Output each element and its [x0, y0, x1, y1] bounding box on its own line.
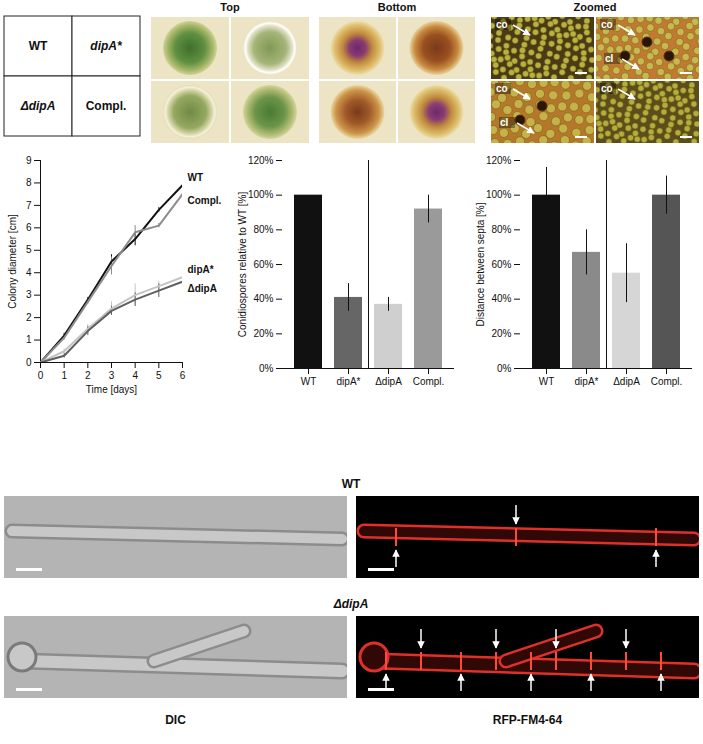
svg-text:6: 6: [26, 222, 32, 233]
svg-text:co: co: [496, 19, 508, 30]
svg-text:WT: WT: [539, 376, 555, 387]
svg-text:ΔdipA: ΔdipA: [188, 283, 217, 294]
svg-text:co: co: [601, 19, 613, 30]
svg-text:9: 9: [26, 155, 32, 166]
svg-text:co: co: [601, 83, 613, 94]
svg-text:40%: 40%: [491, 293, 511, 304]
svg-text:2: 2: [26, 312, 32, 323]
svg-text:2: 2: [85, 370, 91, 381]
svg-text:dipA*: dipA*: [337, 376, 361, 387]
svg-text:Zoomed: Zoomed: [574, 1, 617, 13]
svg-text:4: 4: [132, 370, 138, 381]
svg-text:0: 0: [26, 357, 32, 368]
svg-text:40%: 40%: [253, 293, 273, 304]
svg-text:Distance between septa [%]: Distance between septa [%]: [475, 202, 486, 326]
svg-text:dipA*: dipA*: [90, 39, 123, 53]
svg-text:dipA*: dipA*: [575, 376, 599, 387]
svg-text:co: co: [496, 83, 508, 94]
svg-text:RFP-FM4-64: RFP-FM4-64: [493, 713, 563, 727]
svg-text:Time [days]: Time [days]: [86, 384, 138, 395]
svg-text:80%: 80%: [491, 224, 511, 235]
svg-text:0%: 0%: [259, 363, 274, 374]
svg-text:20%: 20%: [253, 328, 273, 339]
svg-text:ΔdipA: ΔdipA: [333, 597, 369, 611]
svg-text:ΔdipA: ΔdipA: [375, 376, 402, 387]
svg-text:7: 7: [26, 200, 32, 211]
svg-text:0%: 0%: [497, 363, 512, 374]
svg-text:Compl.: Compl.: [413, 376, 445, 387]
svg-text:5: 5: [156, 370, 162, 381]
svg-text:WT: WT: [29, 39, 48, 53]
svg-text:120%: 120%: [486, 155, 512, 166]
svg-text:4: 4: [26, 267, 32, 278]
svg-text:cl: cl: [605, 53, 614, 64]
svg-text:3: 3: [26, 289, 32, 300]
svg-text:100%: 100%: [248, 189, 274, 200]
svg-text:20%: 20%: [491, 328, 511, 339]
svg-text:WT: WT: [188, 172, 204, 183]
svg-text:Conidiospores relative to WT [: Conidiospores relative to WT [%]: [237, 192, 248, 338]
svg-text:WT: WT: [342, 477, 361, 491]
svg-text:Top: Top: [220, 1, 240, 13]
svg-text:cl: cl: [500, 117, 509, 128]
svg-text:100%: 100%: [486, 189, 512, 200]
svg-text:5: 5: [26, 244, 32, 255]
svg-text:ΔdipA: ΔdipA: [20, 99, 56, 113]
svg-text:1: 1: [61, 370, 67, 381]
svg-text:Compl.: Compl.: [188, 195, 222, 206]
svg-text:1: 1: [26, 334, 32, 345]
svg-text:Bottom: Bottom: [378, 1, 417, 13]
svg-text:0: 0: [38, 370, 44, 381]
svg-text:WT: WT: [301, 376, 317, 387]
svg-text:DIC: DIC: [165, 713, 186, 727]
svg-text:60%: 60%: [253, 259, 273, 270]
svg-text:120%: 120%: [248, 155, 274, 166]
svg-text:dipA*: dipA*: [188, 264, 214, 275]
svg-text:Compl.: Compl.: [86, 99, 127, 113]
svg-text:3: 3: [109, 370, 115, 381]
svg-text:8: 8: [26, 177, 32, 188]
svg-text:80%: 80%: [253, 224, 273, 235]
svg-text:6: 6: [180, 370, 186, 381]
svg-text:60%: 60%: [491, 259, 511, 270]
svg-text:Colony diameter [cm]: Colony diameter [cm]: [7, 214, 18, 309]
svg-text:ΔdipA: ΔdipA: [613, 376, 640, 387]
svg-text:Compl.: Compl.: [651, 376, 683, 387]
